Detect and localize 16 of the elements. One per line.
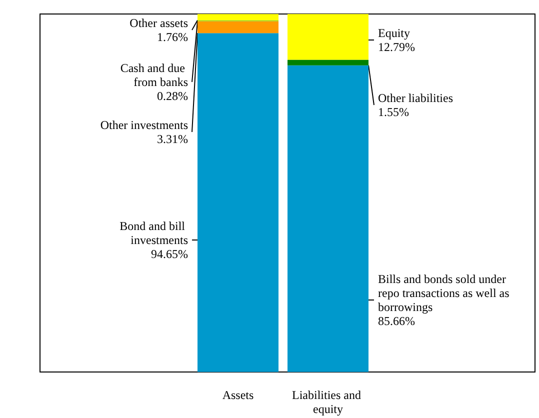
x-tick-label: Liabilities and equity (292, 388, 364, 416)
text: Other investments (100, 118, 188, 132)
text: Other liabilities (378, 91, 454, 105)
data-label: 94.65% (151, 247, 188, 261)
x-tick-label: Assets (222, 388, 254, 402)
data-label: 1.76% (157, 30, 188, 44)
data-label: 0.28% (157, 89, 188, 103)
data-label: 12.79% (378, 40, 415, 54)
series-label: Other assets (130, 16, 188, 30)
series-label: Equity (378, 26, 410, 40)
data-label: 1.55% (378, 105, 409, 119)
data-label: 3.31% (157, 132, 188, 146)
series-label: Bond and bill investments (120, 219, 188, 247)
text: Cash and due from banks (120, 61, 188, 89)
data-label: 85.66% (378, 314, 415, 328)
series-label: Bills and bonds sold under repo transactions as well as borrowings (378, 272, 512, 314)
